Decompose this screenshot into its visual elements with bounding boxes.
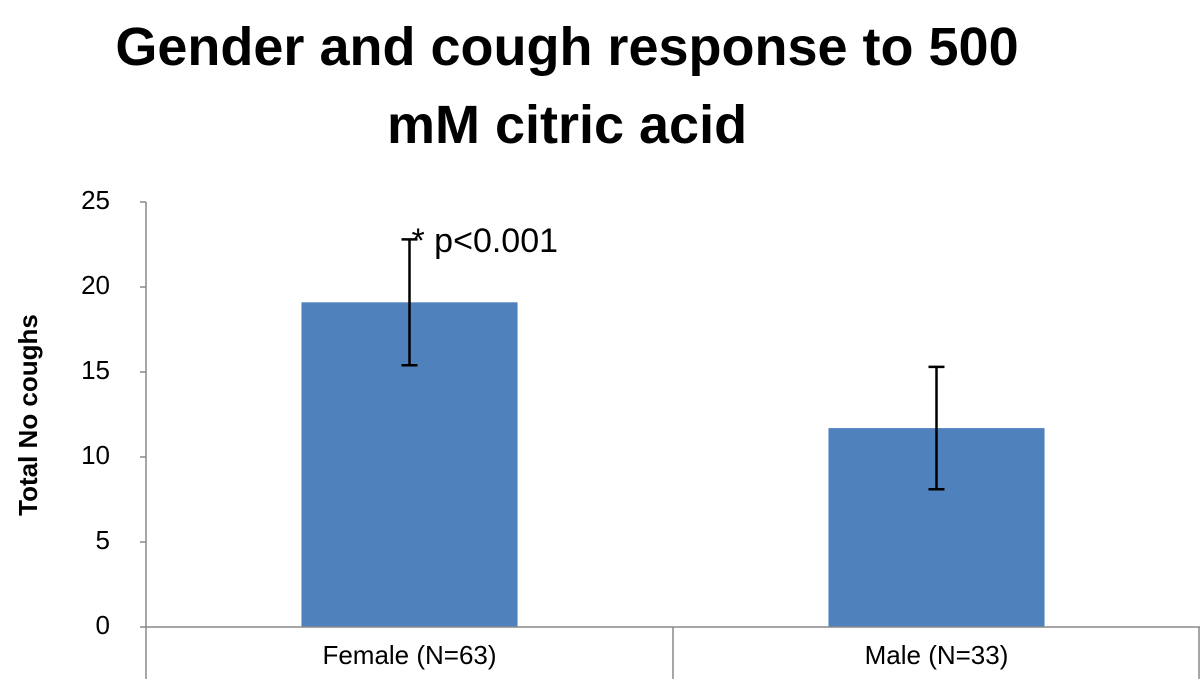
- y-tick-label: 0: [96, 610, 110, 640]
- y-tick-label: 5: [96, 525, 110, 555]
- y-tick-label: 15: [81, 355, 110, 385]
- y-axis-label: Total No coughs: [13, 314, 43, 516]
- annotation: * p<0.001: [412, 222, 559, 260]
- y-tick-label: 20: [81, 270, 110, 300]
- x-tick-label: Male (N=33): [865, 640, 1009, 670]
- chart-title: Gender and cough response to 500 mM citr…: [115, 17, 1019, 155]
- y-tick-label: 25: [81, 185, 110, 215]
- x-tick-label: Female (N=63): [322, 640, 496, 670]
- error-bar: [401, 238, 418, 367]
- error-bar: [928, 365, 945, 491]
- y-tick-label: 10: [81, 440, 110, 470]
